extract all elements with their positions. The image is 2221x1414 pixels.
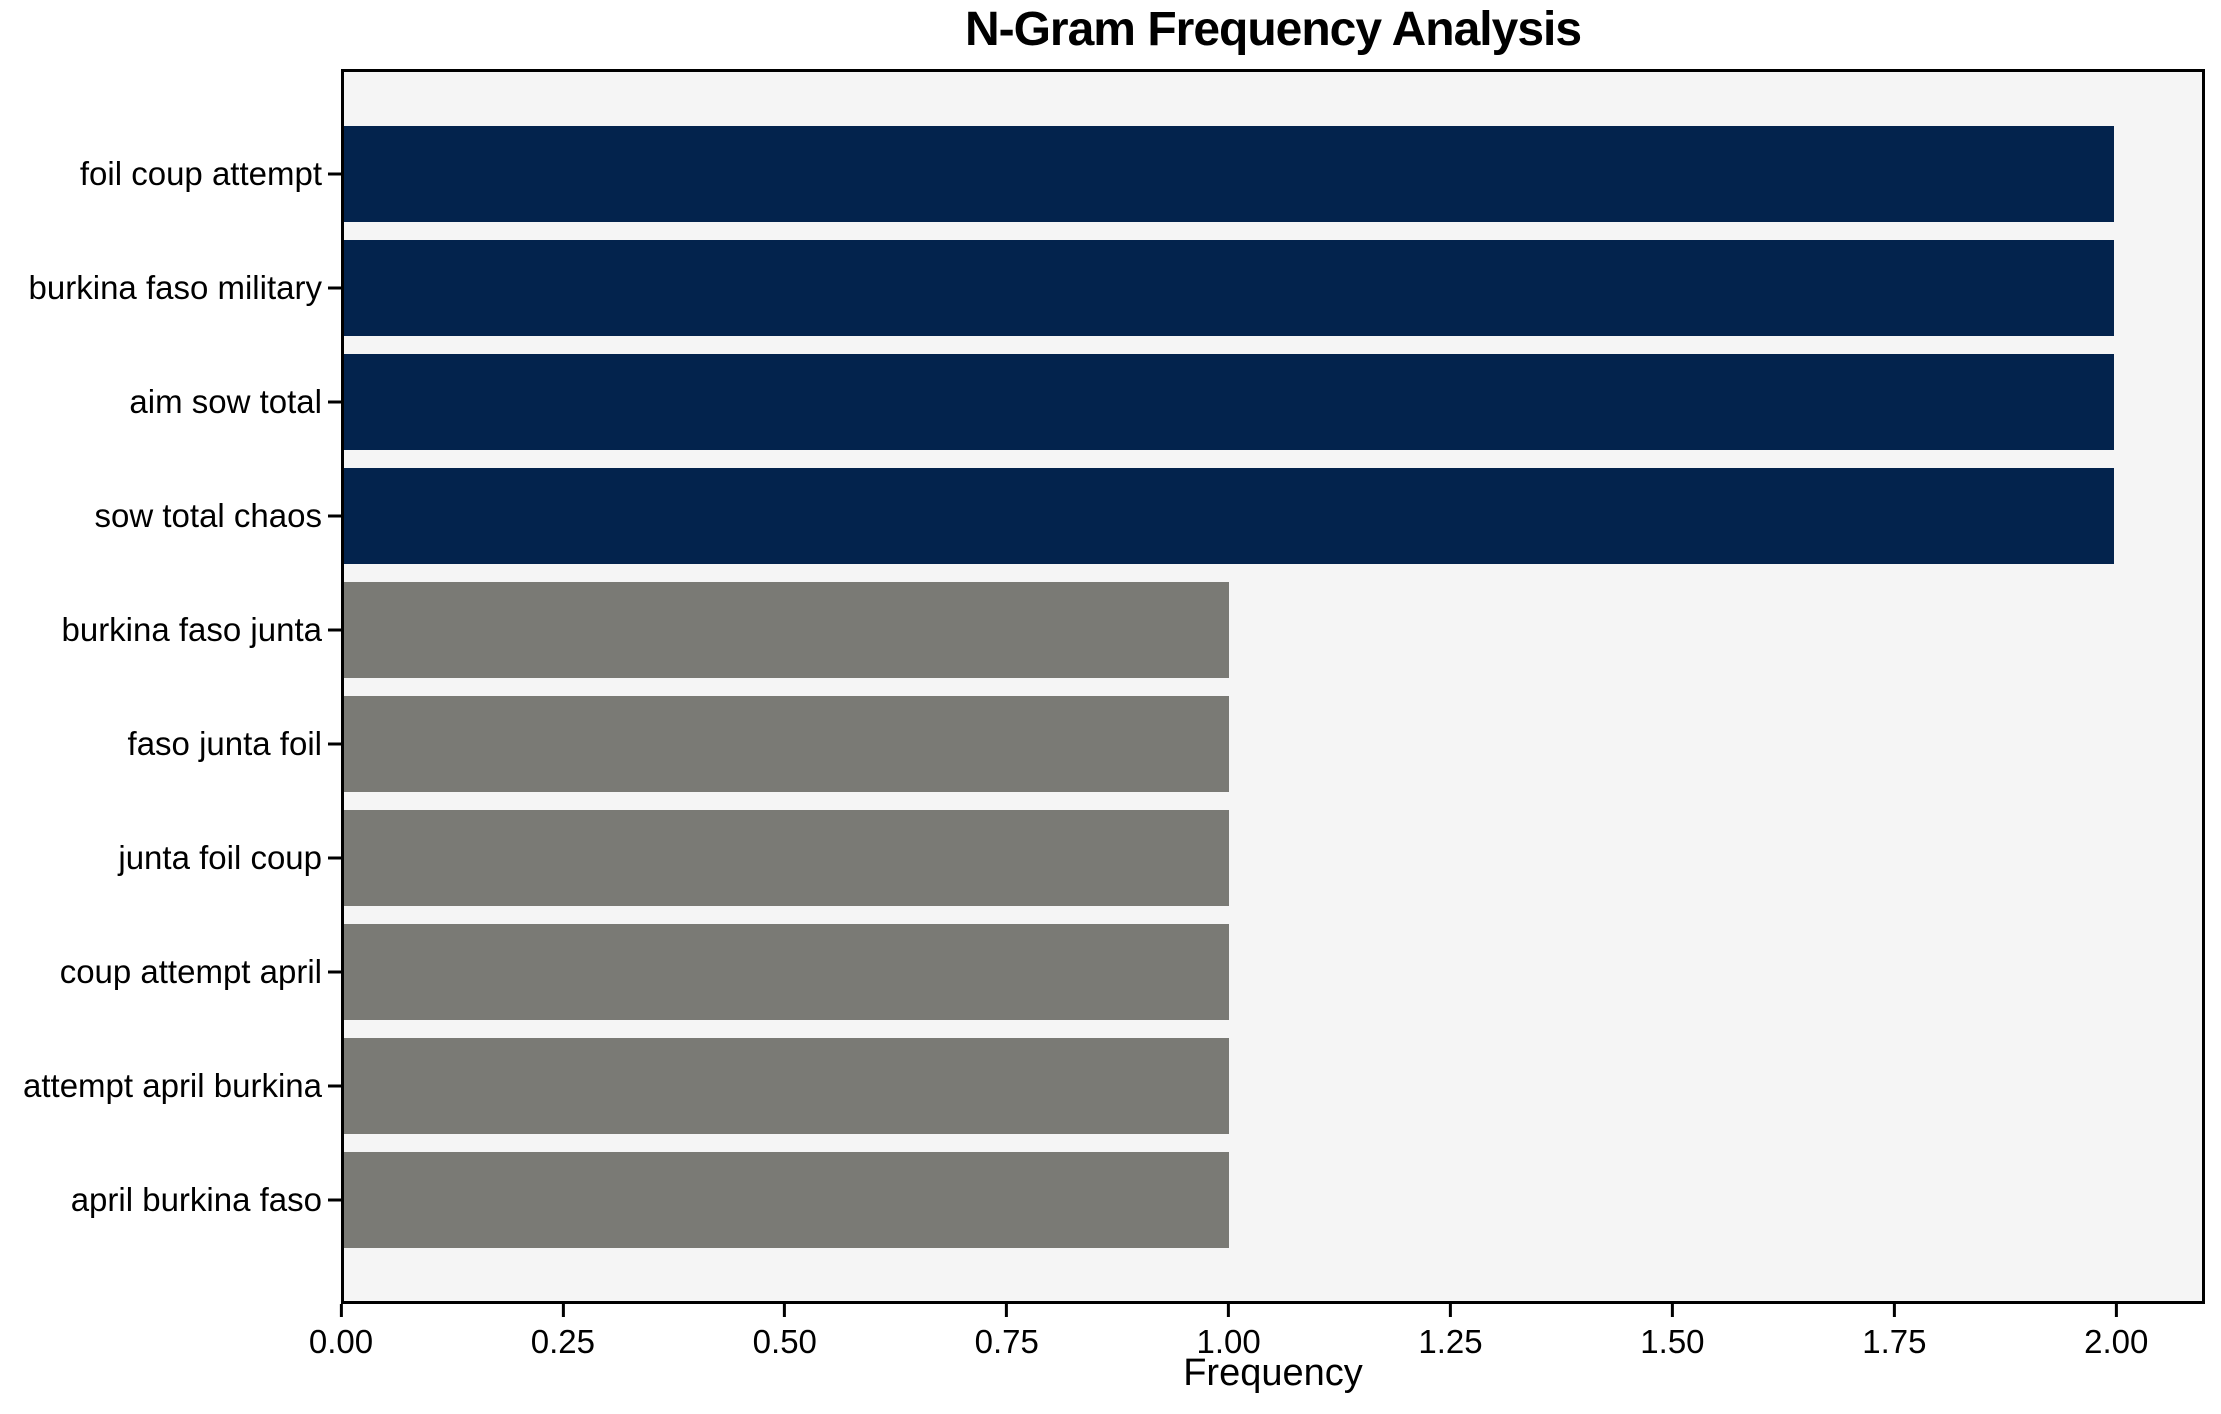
bar — [344, 467, 2114, 564]
y-tick-mark — [328, 1084, 341, 1087]
x-tick-label: 2.00 — [2084, 1323, 2149, 1360]
bar-row: burkina faso junta — [61, 573, 2202, 687]
x-tick-mark — [1892, 1304, 1896, 1317]
y-tick-mark — [328, 400, 341, 403]
y-tick-label: burkina faso military — [28, 268, 322, 306]
bar — [344, 353, 2114, 450]
x-tick-label: 0.00 — [308, 1323, 374, 1360]
bar — [344, 923, 1229, 1020]
bar-row: foil coup attempt — [80, 117, 2202, 231]
x-tick-mark — [561, 1304, 565, 1317]
x-tick-label: 0.50 — [752, 1323, 817, 1360]
y-tick-label: coup attempt april — [59, 952, 322, 990]
bar — [344, 695, 1229, 792]
y-tick-label: junta foil coup — [118, 838, 322, 876]
y-tick-mark — [328, 1198, 341, 1201]
y-tick-mark — [328, 856, 341, 859]
bar — [344, 581, 1229, 678]
bar-row: burkina faso military — [29, 231, 2202, 345]
x-tick-mark — [339, 1304, 343, 1317]
y-tick-label: foil coup attempt — [79, 154, 322, 192]
y-tick-label: burkina faso junta — [61, 610, 322, 648]
y-tick-mark — [328, 514, 341, 517]
bars-area: foil coup attempt burkina faso military ai… — [23, 72, 2202, 1301]
x-tick: 0.50 — [753, 1304, 817, 1361]
bar — [344, 1151, 1229, 1248]
y-tick-label: sow total chaos — [94, 496, 322, 534]
x-axis-label: Frequency — [1183, 1352, 1363, 1394]
x-tick: 1.50 — [1640, 1304, 1705, 1361]
y-tick-mark — [328, 970, 341, 973]
y-tick-mark — [328, 172, 341, 175]
bar — [344, 239, 2114, 336]
x-tick: 0.75 — [975, 1304, 1039, 1361]
bar — [344, 809, 1229, 906]
x-tick: 1.00 — [1196, 1304, 1261, 1361]
x-tick: 0.00 — [309, 1304, 373, 1361]
x-tick: 0.25 — [531, 1304, 595, 1361]
x-tick-mark — [1227, 1304, 1231, 1317]
x-tick-label: 1.75 — [1862, 1323, 1927, 1360]
y-tick-mark — [328, 742, 341, 745]
x-tick-mark — [2114, 1304, 2118, 1317]
y-tick-mark — [328, 628, 341, 631]
x-tick-label: 1.25 — [1418, 1323, 1483, 1360]
bar-row: junta foil coup — [118, 801, 2202, 915]
bar-row: aim sow total — [129, 345, 2202, 459]
bar-row: faso junta foil — [128, 687, 2202, 801]
bar — [344, 125, 2114, 222]
y-tick-label: aim sow total — [129, 382, 322, 420]
x-tick-label: 1.50 — [1640, 1323, 1705, 1360]
chart-title: N-Gram Frequency Analysis — [964, 3, 1582, 56]
bar-row: attempt april burkina — [23, 1029, 2202, 1143]
bar-row: april burkina faso — [71, 1143, 2202, 1257]
y-tick-mark — [328, 286, 341, 289]
x-tick-mark — [783, 1304, 787, 1317]
x-tick: 2.00 — [2084, 1304, 2148, 1361]
x-tick-label: 0.75 — [974, 1323, 1039, 1360]
bar — [344, 1037, 1229, 1134]
x-tick-label: 1.00 — [1196, 1323, 1261, 1360]
bar-row: coup attempt april — [60, 915, 2202, 1029]
x-axis: 0.00 0.25 0.50 0.75 1.00 1.25 1.50 1.75 2.00 — [309, 1304, 2205, 1374]
x-tick-mark — [1670, 1304, 1674, 1317]
x-tick: 1.75 — [1862, 1304, 1926, 1361]
x-tick-mark — [1005, 1304, 1009, 1317]
y-tick-label: faso junta foil — [127, 724, 322, 762]
y-tick-label: april burkina faso — [70, 1180, 322, 1218]
x-tick: 1.25 — [1418, 1304, 1483, 1361]
x-tick-mark — [1449, 1304, 1453, 1317]
bar-row: sow total chaos — [95, 459, 2202, 573]
y-tick-label: attempt april burkina — [23, 1066, 322, 1104]
plot-area: foil coup attempt burkina faso military ai… — [23, 69, 2205, 1304]
x-tick-label: 0.25 — [530, 1323, 596, 1360]
